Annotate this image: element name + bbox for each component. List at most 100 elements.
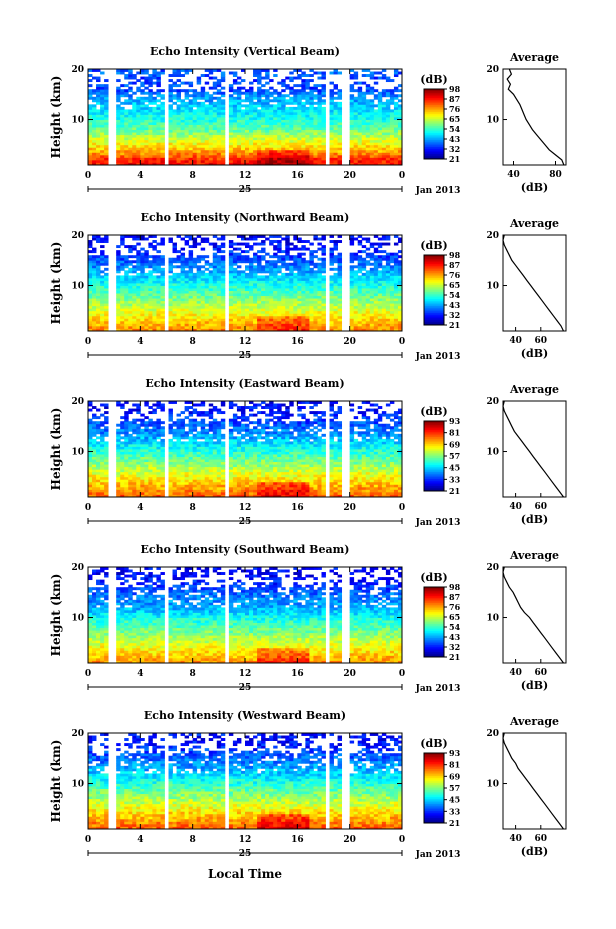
average-profile-line: [506, 68, 565, 166]
panel-4: Echo Intensity (Southward Beam) 10 20 Heigh…: [49, 543, 567, 694]
average-title: Average: [509, 383, 559, 396]
colorbar-tick-label: 98: [449, 84, 461, 94]
panels: Echo Intensity (Vertical Beam) 10 20 Height…: [49, 45, 567, 860]
average-frame: [502, 732, 567, 830]
panel-title: Echo Intensity (Westward Beam): [144, 709, 346, 722]
panel-title: Echo Intensity (Northward Beam): [141, 211, 350, 224]
average-x-label: (dB): [521, 181, 548, 194]
colorbar-unit: (dB): [420, 571, 447, 584]
colorbar-tick-label: 65: [449, 280, 460, 290]
colorbar-frame: [423, 254, 445, 326]
colorbar-tick-label: 65: [449, 114, 460, 124]
day-label: 25: [239, 185, 252, 195]
panel-5: Echo Intensity (Westward Beam) 10 20 Height…: [49, 709, 567, 860]
average-x-tick-label: 60: [535, 668, 548, 678]
average-x-label: (dB): [521, 347, 548, 360]
colorbar-tick-label: 43: [449, 632, 461, 642]
colorbar-tick-label: 57: [449, 783, 460, 793]
x-tick-label: 16: [291, 171, 304, 181]
x-tick-label: 0: [85, 503, 91, 513]
y-tick-label: 10: [71, 282, 84, 292]
y-axis-label: Height (km): [49, 408, 63, 491]
y-tick-label: 20: [71, 231, 84, 241]
x-tick-label: 4: [137, 337, 143, 347]
average-frame: [502, 234, 567, 332]
y-tick-label: 20: [71, 729, 84, 739]
colorbar-tick-label: 76: [449, 602, 461, 612]
x-tick-label: 0: [85, 171, 91, 181]
colorbar: [424, 89, 444, 160]
colorbar-tick-label: 43: [449, 134, 461, 144]
day-label: 25: [239, 683, 252, 693]
colorbar-tick-label: 57: [449, 451, 460, 461]
colorbar-tick-label: 81: [449, 428, 460, 438]
heatmap-cells: [88, 235, 403, 332]
colorbar-tick-label: 54: [449, 622, 461, 632]
average-y-tick-label: 20: [486, 397, 499, 407]
panel-1: Echo Intensity (Vertical Beam) 10 20 Height…: [49, 45, 567, 196]
y-tick-label: 10: [71, 116, 84, 126]
average-y-tick-label: 20: [486, 729, 499, 739]
heatmap-cells: [88, 69, 403, 166]
colorbar-tick-label: 54: [449, 290, 461, 300]
average-x-tick-label: 60: [535, 502, 548, 512]
average-x-tick-label: 60: [535, 834, 548, 844]
x-tick-label: 4: [137, 503, 143, 513]
average-frame: [502, 68, 567, 166]
date-label: Jan 2013: [415, 850, 461, 860]
time-axis-label: Local Time: [208, 867, 282, 881]
x-tick-label: 4: [137, 669, 143, 679]
x-tick-label: 4: [137, 171, 143, 181]
average-x-tick-label: 40: [507, 170, 520, 180]
average-profile-line: [502, 566, 564, 664]
x-tick-label: 12: [239, 171, 252, 181]
x-tick-label: 8: [190, 337, 196, 347]
y-axis-label: Height (km): [49, 76, 63, 159]
heatmap-cells: [88, 567, 403, 664]
average-y-tick-label: 20: [486, 231, 499, 241]
date-label: Jan 2013: [415, 684, 461, 694]
y-tick-label: 20: [71, 397, 84, 407]
colorbar: [424, 255, 444, 326]
average-frame: [502, 400, 567, 498]
average-y-tick-label: 20: [486, 65, 499, 75]
y-tick-label: 10: [71, 780, 84, 790]
x-tick-label: 0: [399, 337, 405, 347]
average-frame: [502, 566, 567, 664]
colorbar-tick-label: 32: [449, 642, 460, 652]
average-x-tick-label: 40: [509, 502, 522, 512]
colorbar-tick-label: 21: [449, 320, 460, 330]
panel-title: Echo Intensity (Southward Beam): [141, 543, 350, 556]
average-y-tick-label: 10: [486, 780, 499, 790]
x-tick-label: 0: [85, 337, 91, 347]
colorbar-tick-label: 54: [449, 124, 461, 134]
day-label: 25: [239, 351, 252, 361]
y-tick-label: 10: [71, 448, 84, 458]
day-label: 25: [239, 517, 252, 527]
x-tick-label: 12: [239, 503, 252, 513]
x-tick-label: 0: [85, 669, 91, 679]
x-tick-label: 20: [343, 835, 356, 845]
colorbar-tick-label: 81: [449, 760, 460, 770]
x-tick-label: 20: [343, 337, 356, 347]
panel-3: Echo Intensity (Eastward Beam) 10 20 Height…: [49, 377, 567, 528]
colorbar-tick-label: 93: [449, 416, 461, 426]
colorbar-tick-label: 98: [449, 582, 461, 592]
colorbar-tick-label: 45: [449, 463, 460, 473]
x-tick-label: 20: [343, 171, 356, 181]
heatmap-cells: [88, 401, 403, 498]
colorbar-tick-label: 93: [449, 748, 461, 758]
colorbar: [424, 587, 444, 658]
x-tick-label: 16: [291, 337, 304, 347]
x-tick-label: 16: [291, 835, 304, 845]
colorbar-tick-label: 32: [449, 144, 460, 154]
average-x-label: (dB): [521, 513, 548, 526]
y-axis-label: Height (km): [49, 242, 63, 325]
average-y-tick-label: 10: [486, 448, 499, 458]
x-tick-label: 20: [343, 503, 356, 513]
x-tick-label: 0: [399, 835, 405, 845]
colorbar-tick-label: 98: [449, 250, 461, 260]
colorbar-tick-label: 21: [449, 154, 460, 164]
colorbar-tick-label: 76: [449, 104, 461, 114]
average-profile-line: [502, 732, 564, 830]
